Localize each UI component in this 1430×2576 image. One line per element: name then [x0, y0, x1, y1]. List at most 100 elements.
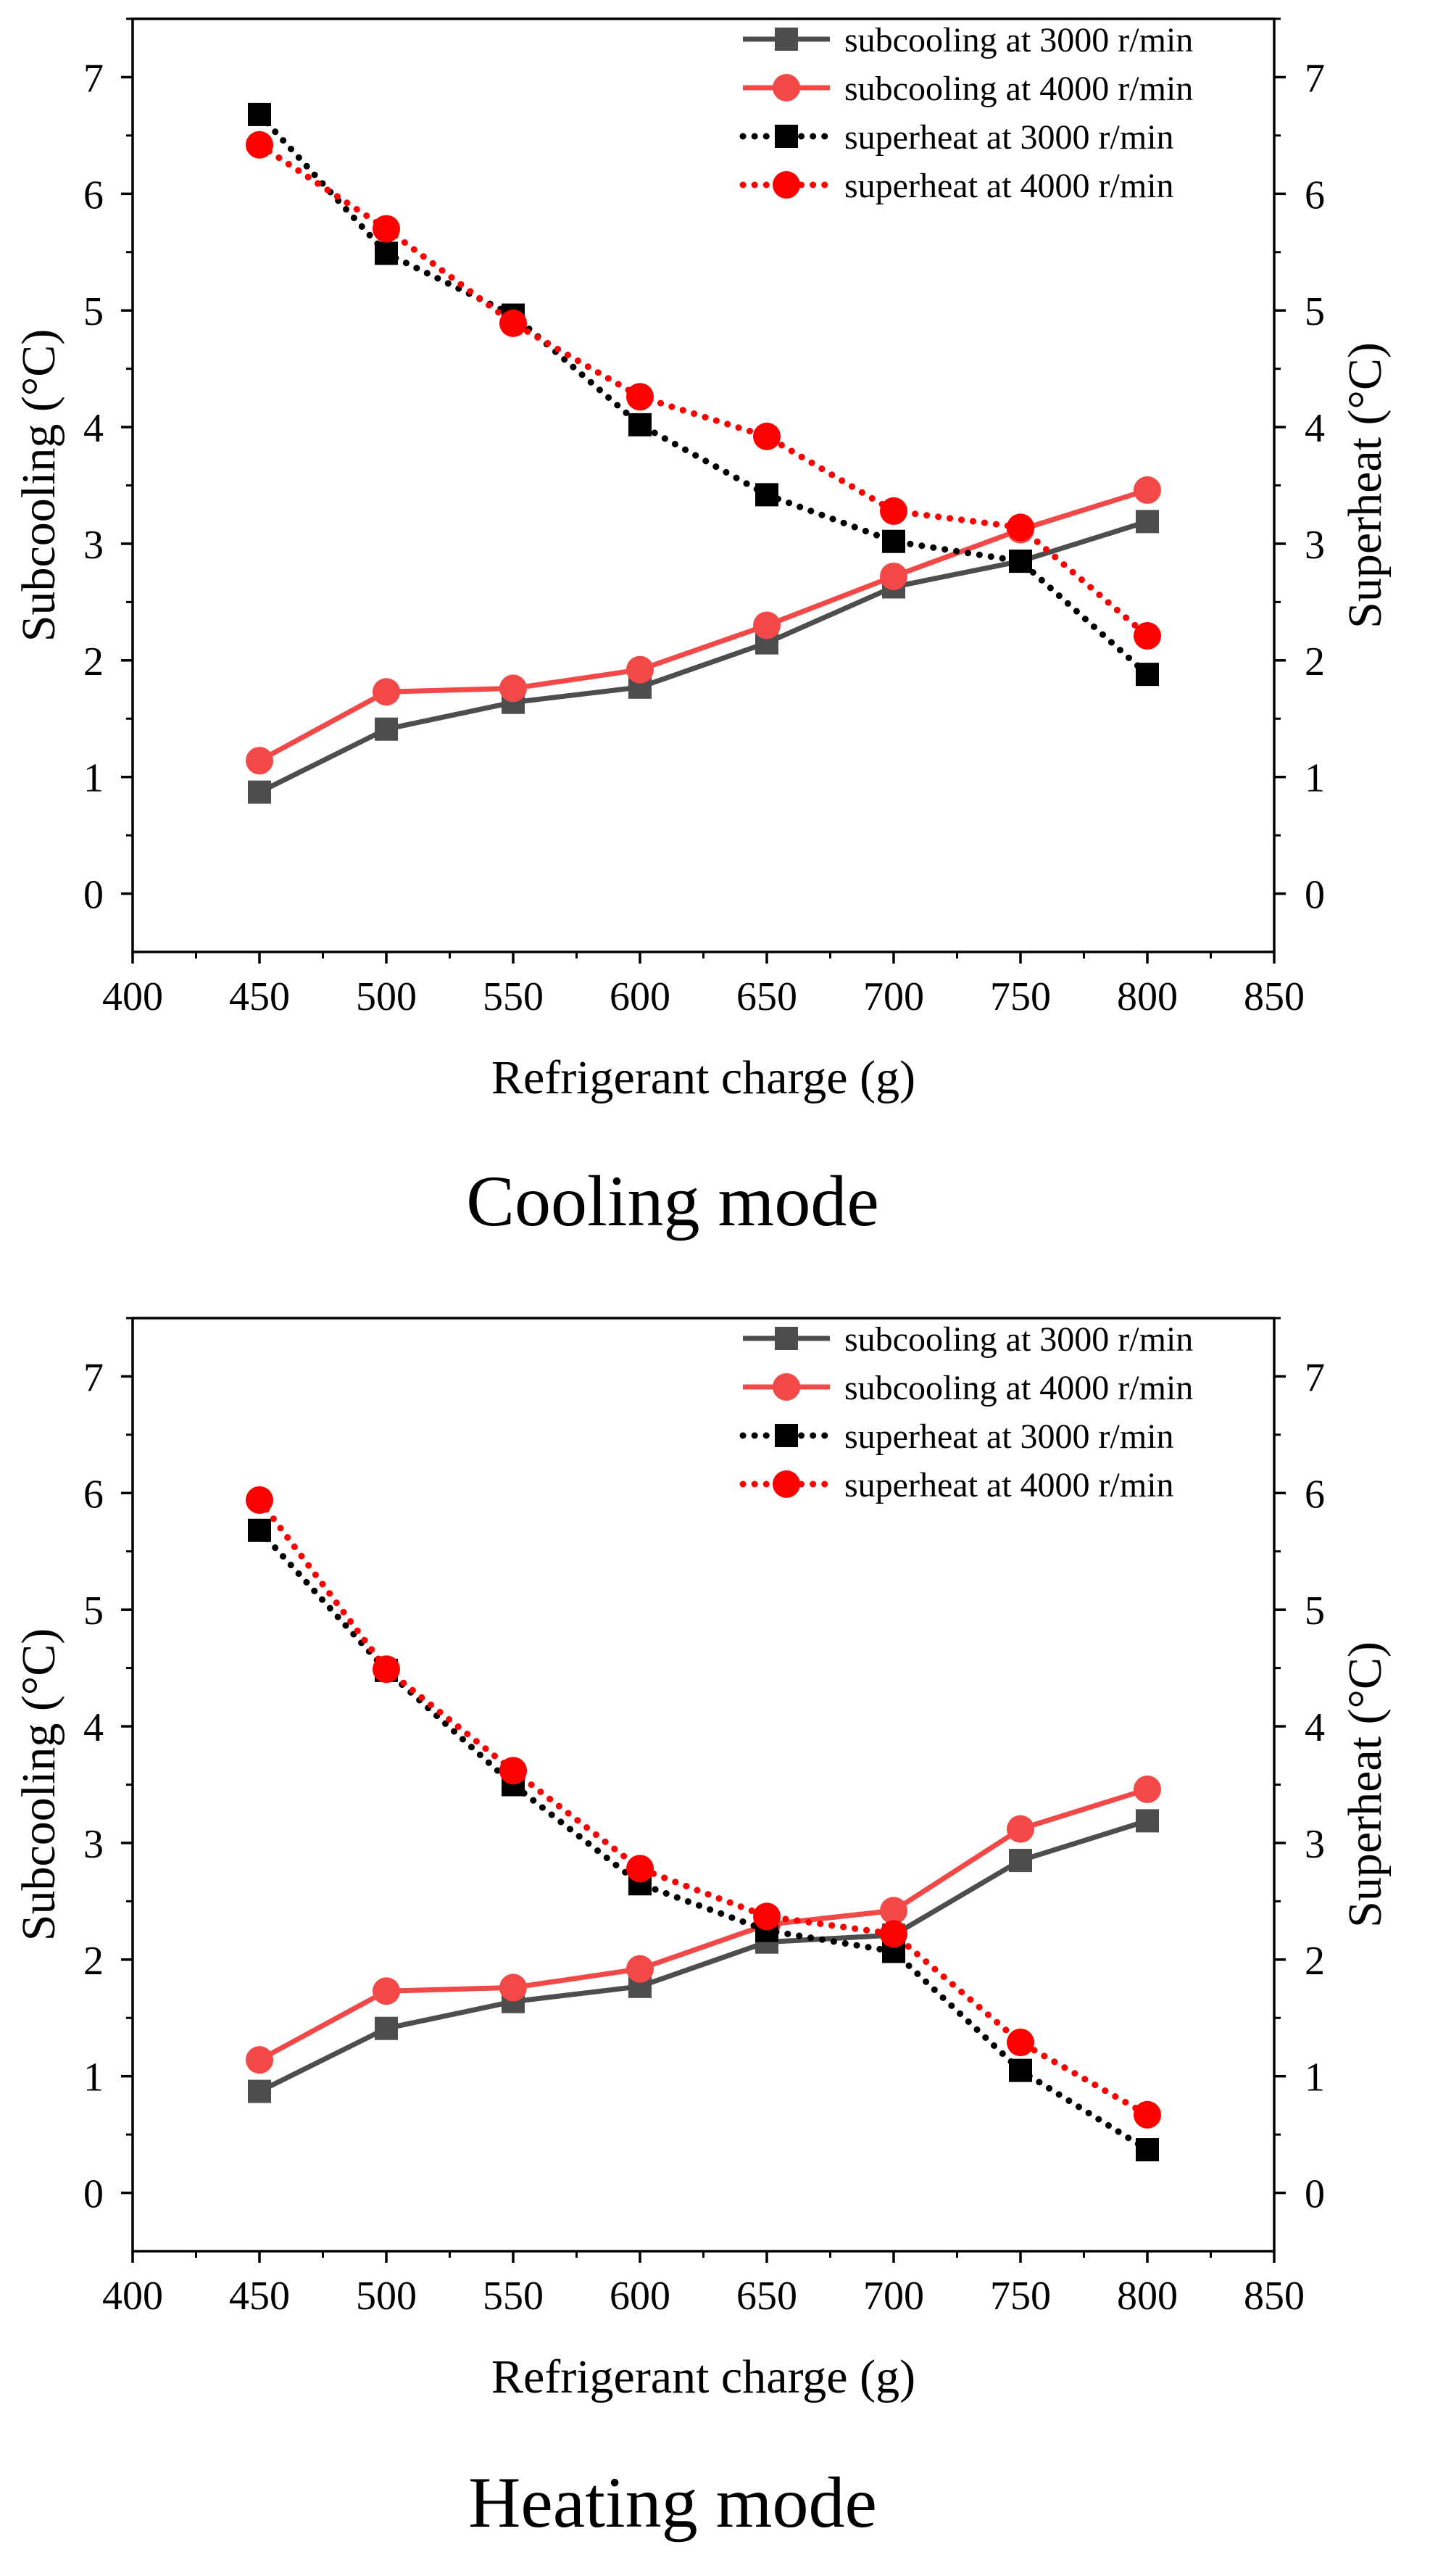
series-line-1	[258, 487, 1149, 763]
y-tick-label: 0	[83, 873, 104, 918]
series-line-3	[256, 1496, 1151, 2119]
data-point-square	[248, 2079, 271, 2103]
data-point-circle	[499, 1757, 527, 1785]
y-tick-label: 4	[83, 1705, 104, 1750]
plot-frame	[131, 1317, 1276, 2253]
legend-label-1: subcooling at 4000 r/min	[844, 1369, 1193, 1407]
series-line-1	[258, 1786, 1149, 2063]
y-axis-label: Subcooling (°C)	[12, 1628, 65, 1942]
data-point-circle	[880, 1920, 907, 1948]
data-point-square	[1136, 2138, 1159, 2162]
y2-tick-label: 6	[1305, 1472, 1325, 1517]
legend-marker-square	[775, 28, 798, 51]
x-tick-label: 750	[990, 974, 1051, 1019]
data-point-circle	[626, 383, 654, 411]
x-tick-label: 850	[1244, 974, 1305, 1019]
y2-tick-label: 0	[1305, 873, 1325, 918]
data-point-circle	[499, 309, 527, 337]
data-point-circle	[373, 215, 400, 243]
data-point-circle	[753, 611, 781, 639]
x-tick-label: 550	[483, 974, 544, 1019]
y-axis-label: Subcooling (°C)	[12, 329, 65, 642]
legend-label-2: superheat at 3000 r/min	[844, 1417, 1174, 1456]
data-point-square	[755, 483, 778, 507]
y-tick-label: 1	[83, 2055, 104, 2100]
data-point-circle	[1134, 1775, 1161, 1803]
x-tick-label: 450	[229, 2274, 290, 2319]
y2-tick-label: 4	[1305, 406, 1325, 451]
data-point-circle	[1007, 513, 1034, 542]
y-tick-label: 3	[83, 523, 104, 568]
y-tick-label: 2	[83, 1939, 104, 1984]
chart-caption: Cooling mode	[466, 1161, 878, 1241]
series-line-0	[258, 519, 1149, 795]
x-tick-label: 800	[1117, 974, 1178, 1019]
x-tick-label: 600	[610, 974, 670, 1019]
legend-marker-circle	[773, 74, 800, 102]
data-point-circle	[753, 1902, 781, 1931]
data-point-circle	[499, 674, 527, 703]
y-tick-label: 2	[83, 639, 104, 684]
data-point-square	[248, 780, 271, 804]
data-point-circle	[373, 678, 400, 706]
data-point-square	[882, 529, 905, 553]
x-tick-label: 750	[990, 2274, 1051, 2319]
y2-tick-label: 2	[1305, 1939, 1325, 1984]
data-point-circle	[1007, 1815, 1034, 1843]
y-tick-label: 4	[83, 406, 104, 451]
y-tick-label: 5	[83, 289, 104, 334]
y2-axis-label: Superheat (°C)	[1339, 342, 1392, 629]
y2-tick-label: 3	[1305, 1822, 1325, 1867]
data-point-circle	[1134, 476, 1161, 504]
data-point-square	[375, 2016, 398, 2040]
data-point-circle	[880, 562, 907, 590]
data-point-square	[1009, 1849, 1032, 1873]
y2-tick-label: 1	[1305, 2055, 1325, 2100]
legend-marker-square	[775, 125, 798, 148]
y2-tick-label: 5	[1305, 289, 1325, 334]
x-tick-label: 850	[1244, 2274, 1305, 2319]
legend-marker-square	[775, 1424, 798, 1447]
y2-tick-label: 6	[1305, 173, 1325, 218]
data-point-square	[1136, 663, 1159, 687]
y2-tick-label: 2	[1305, 639, 1325, 684]
x-axis-label: Refrigerant charge (g)	[491, 1051, 915, 1104]
data-point-circle	[1007, 2029, 1034, 2057]
y2-tick-label: 4	[1305, 1705, 1325, 1750]
data-point-circle	[753, 422, 781, 450]
data-point-square	[1009, 2058, 1032, 2082]
x-tick-label: 500	[356, 974, 417, 1019]
legend-label-3: superheat at 4000 r/min	[844, 167, 1174, 205]
y-tick-label: 7	[83, 1355, 104, 1400]
y2-tick-label: 3	[1305, 523, 1325, 568]
y2-tick-label: 7	[1305, 56, 1325, 101]
data-point-square	[628, 413, 652, 436]
legend-label-1: subcooling at 4000 r/min	[844, 70, 1193, 108]
cooling-mode-chart: 400 450 500 550 600 650 700 750 800 850 0 1 2 3 4 5 6 7 0 1…	[12, 17, 1392, 1241]
legend-marker-square	[775, 1327, 798, 1350]
y2-tick-label: 0	[1305, 2172, 1325, 2217]
x-tick-label: 550	[483, 2274, 544, 2319]
data-point-square	[375, 241, 398, 265]
series-line-2	[256, 111, 1151, 678]
legend-label-2: superheat at 3000 r/min	[844, 118, 1174, 157]
y-tick-label: 6	[83, 1472, 104, 1517]
data-point-circle	[246, 1486, 273, 1514]
data-point-square	[248, 1518, 271, 1542]
y2-tick-label: 1	[1305, 756, 1325, 801]
data-point-square	[1136, 510, 1159, 534]
y-tick-label: 6	[83, 173, 104, 218]
series-line-3	[256, 141, 1151, 639]
legend-marker-circle	[773, 171, 800, 199]
data-point-circle	[246, 747, 273, 775]
x-tick-label: 450	[229, 974, 290, 1019]
y-tick-label: 1	[83, 756, 104, 801]
y2-axis-label: Superheat (°C)	[1339, 1641, 1392, 1928]
data-point-circle	[499, 1974, 527, 2002]
data-point-circle	[880, 1897, 907, 1925]
data-point-square	[1009, 550, 1032, 573]
data-point-square	[1136, 1809, 1159, 1833]
data-point-circle	[626, 1855, 654, 1883]
data-point-square	[248, 102, 271, 126]
